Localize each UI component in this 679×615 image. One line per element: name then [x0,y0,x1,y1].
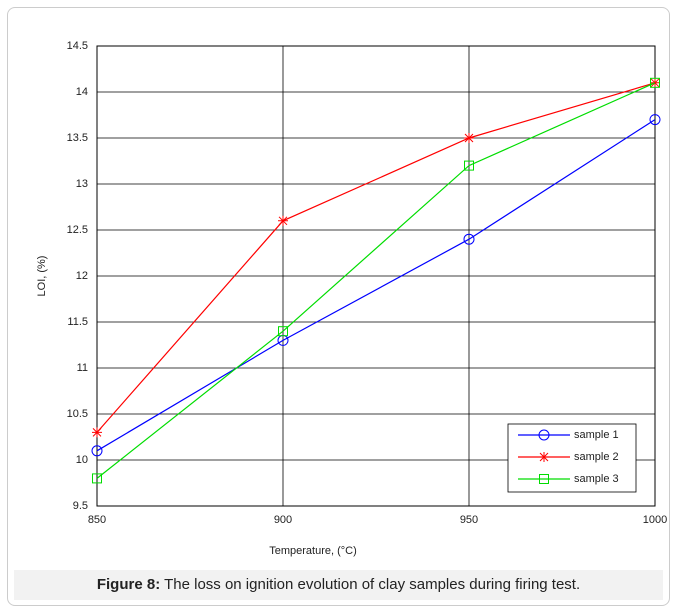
series-line [96,82,656,479]
series-line [96,82,656,433]
y-tick-label: 13.5 [67,132,88,144]
x-tick-label: 900 [274,514,292,526]
legend-marker [538,429,550,441]
y-tick-label: 11.5 [67,316,88,328]
y-tick-label: 11 [77,362,88,374]
marker [464,160,474,171]
legend-marker [539,452,549,462]
x-tick-label: 1000 [643,514,667,526]
caption-text: The loss on ignition evolution of clay s… [164,576,581,593]
legend-label: sample 1 [574,429,619,441]
marker [650,77,660,88]
marker [92,473,102,484]
y-tick-label: 12 [76,270,88,282]
y-tick-label: 10.5 [67,408,88,420]
marker [91,445,103,457]
x-tick-label: 950 [460,514,478,526]
y-tick-label: 12.5 [67,224,88,236]
y-tick-label: 14.5 [67,40,88,52]
marker [92,427,102,438]
legend-box [507,423,637,493]
x-axis-label: Temperature, (°C) [269,545,357,557]
figure-frame [7,7,670,606]
y-axis-label: LOI, (%) [36,256,48,297]
legend-marker [539,474,549,484]
series-line [96,119,656,452]
caption: Figure 8: The loss on ignition evolution… [14,570,663,600]
marker [464,133,474,143]
x-tick-label: 850 [88,514,106,526]
y-tick-label: 9.5 [73,500,88,512]
marker [463,233,475,245]
legend-label: sample 2 [574,451,619,463]
marker [278,326,288,337]
legend-label: sample 3 [574,473,619,485]
y-tick-label: 13 [76,178,88,190]
marker [278,215,288,226]
caption-label: Figure 8: [96,576,161,593]
y-tick-label: 14 [76,86,88,98]
y-tick-label: 10 [76,454,88,466]
marker [649,114,661,126]
